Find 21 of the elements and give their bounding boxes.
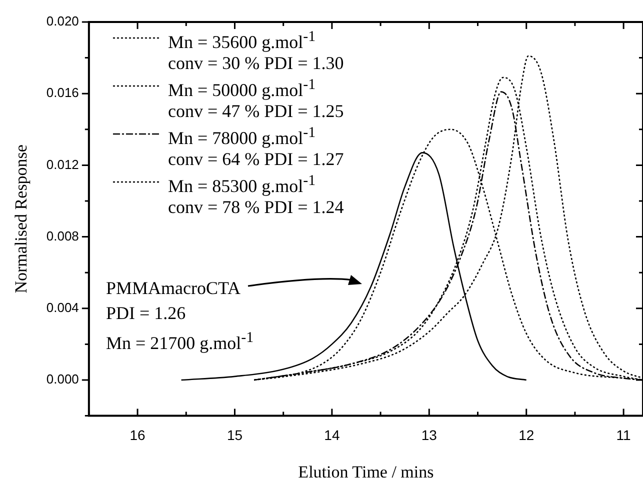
legend-label: Mn = 35600 g.mol$^{-1}$ conv = 30 % PDI = 1.30	[168, 28, 344, 74]
annotation: PMMAmacroCTA	[106, 277, 242, 300]
x-tick-label: 12	[518, 427, 534, 444]
legend-label: Mn = 85300 g.mol$^{-1}$ conv = 78 % PDI = 1.24	[168, 172, 344, 218]
x-tick-label: 11	[616, 427, 632, 444]
x-axis-title: Elution Time / mins	[298, 462, 434, 482]
x-tick-label: 14	[324, 427, 340, 444]
x-tick-label: 15	[226, 427, 243, 444]
y-tick-label: 0.004	[46, 300, 79, 315]
legend-label: Mn = 78000 g.mol$^{-1}$ conv = 64 % PDI = 1.27	[168, 124, 344, 170]
y-tick-label: 0.000	[46, 372, 79, 387]
annotation: Mn = 21700 g.mol$^{-1}$	[106, 329, 254, 355]
x-tick-label: 13	[421, 427, 438, 444]
x-tick-label: 16	[130, 427, 146, 444]
annotation: PDI = 1.26	[106, 302, 187, 325]
y-tick-label: 0.012	[46, 156, 79, 172]
y-tick-label: 0.016	[46, 85, 79, 100]
y-tick-label: 0.008	[46, 228, 79, 244]
y-axis-title: Normalised Response	[12, 144, 31, 294]
y-tick-label: 0.020	[46, 14, 79, 29]
legend-label: Mn = 50000 g.mol$^{-1}$ conv = 47 % PDI = 1.25	[168, 76, 344, 122]
